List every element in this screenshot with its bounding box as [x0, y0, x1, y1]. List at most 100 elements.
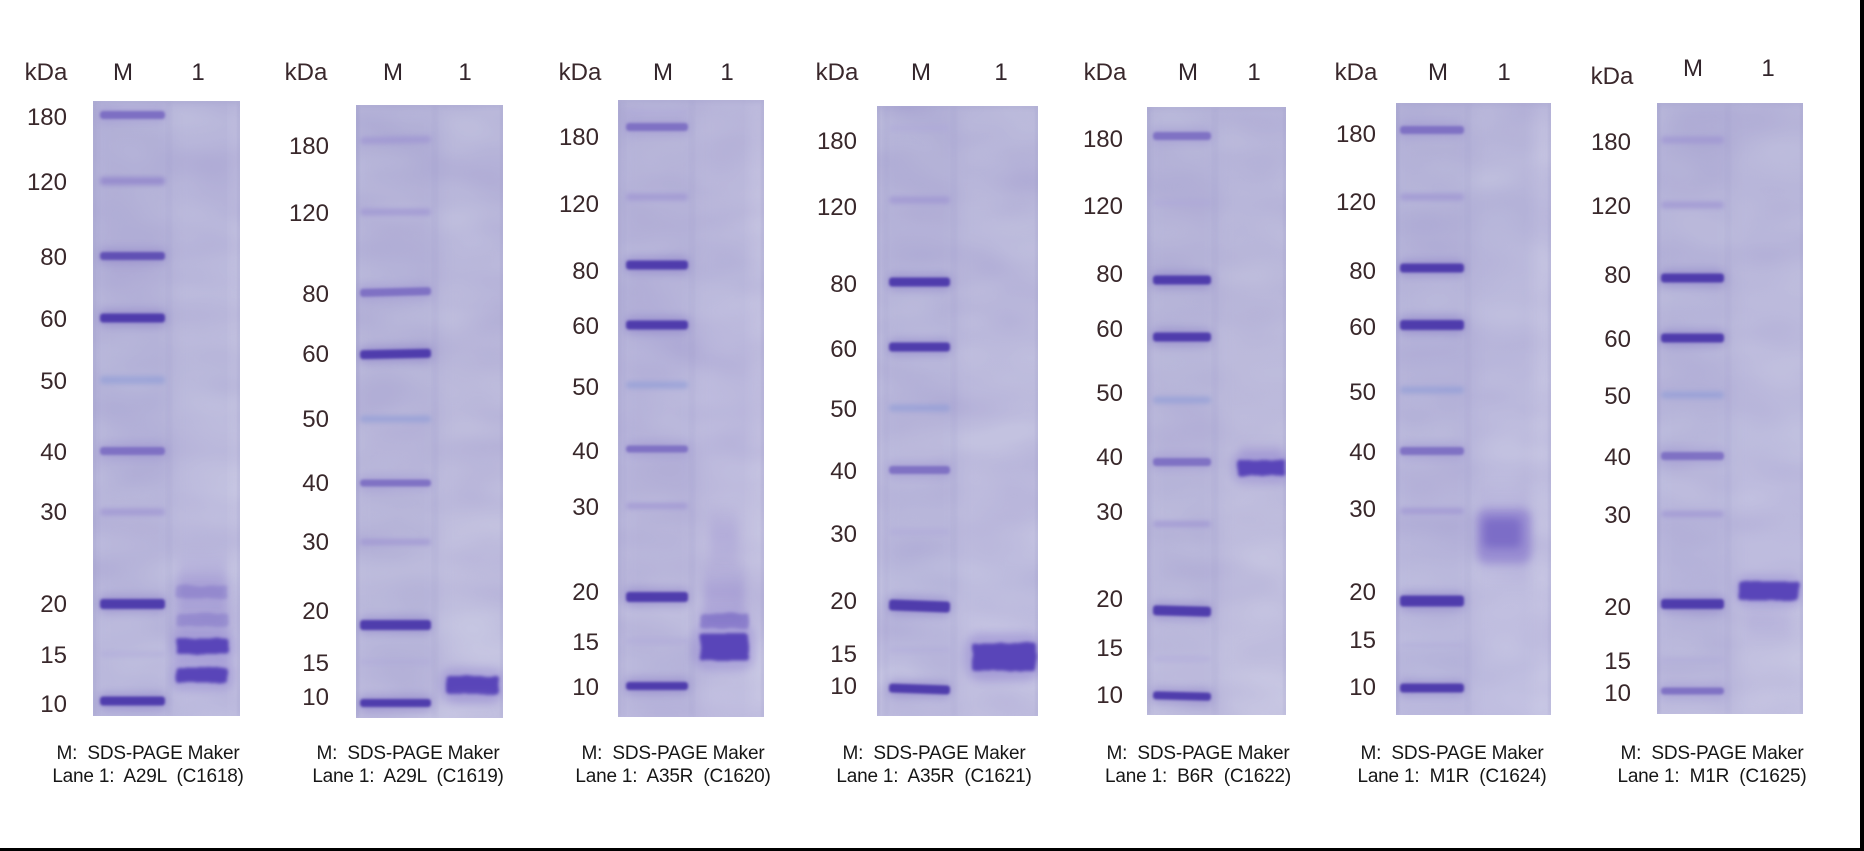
gel-top-edge	[1657, 103, 1803, 105]
mw-label-30: 30	[302, 529, 329, 556]
gel-top-edge	[1147, 107, 1286, 109]
unit-label: kDa	[1083, 59, 1127, 86]
gel-mottle	[356, 105, 503, 718]
gel-mottle	[1396, 103, 1551, 715]
unit-label: kDa	[24, 59, 68, 86]
marker-band-3	[1398, 316, 1466, 334]
marker-band-6-core	[1153, 521, 1211, 527]
marker-band-8-core	[626, 592, 688, 602]
mw-label-50: 50	[572, 374, 599, 401]
sample-band-core	[700, 633, 748, 661]
caption-line-sample: Lane 1: A29L (C1618)	[52, 766, 244, 787]
marker-band-8-core	[1661, 658, 1724, 662]
mw-label-20: 20	[1604, 594, 1631, 621]
marker-band-10	[624, 678, 690, 694]
mw-label-120: 120	[558, 191, 599, 218]
marker-band-1	[360, 208, 431, 216]
marker-band-3	[624, 256, 690, 274]
marker-band-1	[889, 196, 950, 204]
marker-band-6	[624, 441, 690, 457]
sample-band-core	[1238, 460, 1285, 476]
gel-left-edge	[618, 100, 620, 717]
sample-band-core	[176, 613, 228, 627]
marker-band-3-core	[100, 313, 165, 323]
sample-lane-features	[1232, 440, 1286, 484]
mw-label-120: 120	[1590, 193, 1631, 220]
panel-caption: M: SDS-PAGE Maker Lane 1: A35R (C1621)	[774, 742, 1094, 788]
marker-band-9-core	[100, 696, 165, 706]
gel-right-edge	[1036, 106, 1038, 716]
mw-label-30: 30	[830, 521, 857, 548]
gel-image-C1622	[1147, 107, 1286, 715]
mw-label-15: 15	[40, 642, 67, 669]
sample-lane-features	[964, 632, 1038, 684]
marker-band-1	[1153, 200, 1211, 206]
marker-band-7	[1398, 591, 1466, 611]
marker-band-3	[1659, 329, 1726, 347]
mw-label-50: 50	[830, 396, 857, 423]
marker-band-6	[889, 529, 950, 535]
marker-band-7-core	[888, 599, 951, 613]
marker-band-7	[358, 616, 433, 634]
mw-label-40: 40	[1096, 444, 1123, 471]
marker-band-8	[889, 648, 950, 652]
panel-caption: M: SDS-PAGE Maker Lane 1: M1R (C1625)	[1552, 742, 1864, 788]
sample-lane-label: 1	[1247, 59, 1261, 86]
mw-label-120: 120	[288, 200, 329, 227]
marker-lane-label: M	[113, 59, 133, 86]
marker-lane-label: M	[1178, 59, 1198, 86]
marker-band-9-core	[360, 699, 431, 707]
figure-border-right	[1860, 0, 1864, 851]
sample-band	[170, 605, 234, 635]
mw-label-180: 180	[1590, 129, 1631, 156]
marker-band-2	[358, 283, 433, 301]
marker-bands	[98, 107, 167, 710]
mw-label-80: 80	[830, 271, 857, 298]
marker-band-5-core	[1400, 447, 1464, 455]
mw-label-50: 50	[1349, 379, 1376, 406]
marker-band-4	[100, 376, 165, 384]
marker-band-0	[889, 125, 950, 131]
unit-label: kDa	[284, 59, 328, 86]
marker-band-1-core	[360, 208, 431, 216]
panel-caption: M: SDS-PAGE Maker Lane 1: B6R (C1622)	[1038, 742, 1358, 788]
sample-band	[170, 577, 234, 607]
mw-label-30: 30	[40, 499, 67, 526]
sample-lane-features	[440, 668, 503, 706]
sample-lane-features	[692, 500, 756, 671]
marker-band-7-core	[1661, 599, 1724, 609]
mw-label-50: 50	[302, 406, 329, 433]
mw-label-15: 15	[830, 641, 857, 668]
marker-band-6-core	[1400, 508, 1464, 514]
marker-band-6-core	[1661, 511, 1724, 517]
sample-band-core	[1739, 581, 1799, 601]
mw-label-60: 60	[40, 306, 67, 333]
marker-band-0-core	[1400, 126, 1464, 134]
caption-line-marker: M: SDS-PAGE Maker	[1106, 743, 1290, 764]
marker-band-1-core	[100, 177, 165, 185]
mw-label-180: 180	[1082, 126, 1123, 153]
mw-label-80: 80	[302, 281, 329, 308]
marker-band-8-core	[889, 648, 950, 652]
mw-label-30: 30	[1604, 502, 1631, 529]
marker-band-0	[1661, 136, 1724, 144]
marker-band-4	[889, 404, 950, 412]
sample-band-core	[972, 643, 1036, 671]
caption-line-marker: M: SDS-PAGE Maker	[316, 743, 500, 764]
marker-band-8	[360, 660, 431, 664]
mw-label-50: 50	[1604, 383, 1631, 410]
gel-top-edge	[356, 105, 503, 107]
marker-band-7-core	[360, 620, 431, 630]
marker-bands	[887, 125, 952, 699]
caption-line-sample: Lane 1: A29L (C1619)	[312, 766, 504, 787]
mw-label-40: 40	[1604, 444, 1631, 471]
gel-right-edge	[501, 105, 503, 718]
marker-band-5-core	[100, 447, 165, 455]
marker-band-6	[1400, 508, 1464, 514]
marker-lane-label: M	[911, 59, 931, 86]
marker-lane-label: M	[653, 59, 673, 86]
sample-lane-label: 1	[994, 59, 1008, 86]
marker-band-3	[1151, 328, 1213, 346]
